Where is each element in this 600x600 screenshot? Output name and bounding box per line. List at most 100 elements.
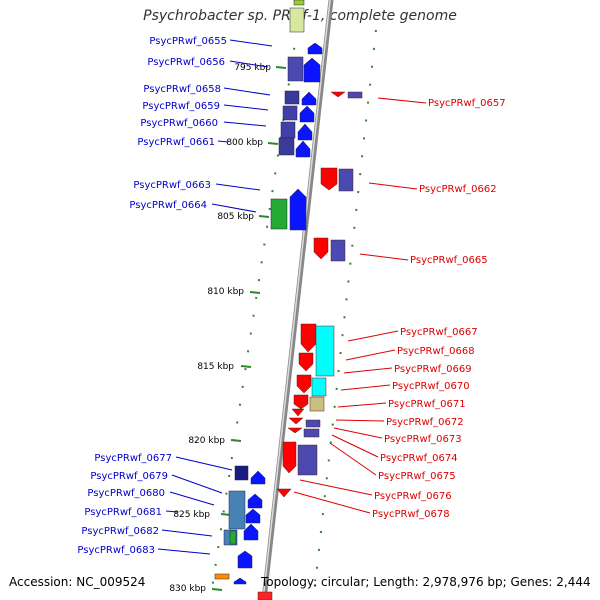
connector	[335, 419, 385, 422]
genome-backbone	[261, 0, 334, 600]
gene-label[interactable]: PsycPRwf_0660	[140, 118, 218, 129]
gene-label[interactable]: PsycPRwf_0656	[147, 57, 225, 68]
gene-label[interactable]: PsycPRwf_0673	[384, 434, 462, 445]
gene-arrow	[233, 577, 247, 585]
gene-label[interactable]: PsycPRwf_0663	[133, 180, 211, 191]
connector	[215, 183, 261, 191]
gene-arrow	[300, 323, 317, 353]
right-gene-labels: PsycPRwf_0657 PsycPRwf_0662 PsycPRwf_066…	[372, 98, 506, 520]
connector	[161, 529, 213, 537]
reverse-genes	[257, 91, 363, 600]
gene-label[interactable]: PsycPRwf_0667	[400, 327, 478, 338]
scale-label: 830 kbp	[169, 584, 206, 594]
gene-arrow	[288, 417, 304, 425]
gene-arrow	[313, 237, 329, 260]
gene-arrow	[299, 105, 315, 123]
gene-label[interactable]: PsycPRwf_0661	[137, 137, 215, 148]
gene-arrow	[245, 508, 261, 524]
gene-feature	[278, 137, 295, 156]
gene-arrow	[297, 123, 313, 141]
gene-label[interactable]: PsycPRwf_0674	[380, 453, 458, 464]
gene-label[interactable]: PsycPRwf_0658	[143, 84, 221, 95]
scale-tick	[267, 142, 279, 145]
gene-label[interactable]: PsycPRwf_0670	[392, 381, 470, 392]
connector	[165, 510, 179, 513]
gene-feature	[330, 239, 346, 262]
gene-feature	[297, 444, 318, 476]
gene-label[interactable]: PsycPRwf_0679	[90, 471, 168, 482]
connector	[171, 474, 223, 494]
gene-label[interactable]: PsycPRwf_0664	[129, 200, 207, 211]
connector	[377, 97, 427, 104]
gene-arrow	[307, 42, 323, 55]
scale-tick	[275, 66, 287, 69]
gene-feature	[309, 396, 325, 412]
gene-feature	[270, 198, 288, 230]
connector	[359, 253, 409, 261]
scale-labels: 795 kbp 800 kbp 805 kbp 810 kbp 815 kbp …	[169, 63, 271, 594]
label-connectors-right	[293, 97, 427, 514]
gene-feature	[289, 7, 305, 33]
gene-label[interactable]: PsycPRwf_0677	[94, 453, 172, 464]
gene-label[interactable]: PsycPRwf_0657	[428, 98, 506, 109]
gene-feature	[338, 168, 354, 192]
gene-feature	[284, 90, 300, 105]
connector	[299, 479, 373, 496]
connector	[345, 349, 396, 361]
scale-tick	[240, 365, 252, 368]
gene-feature	[228, 490, 246, 530]
gene-arrow	[237, 550, 253, 569]
backbone-highlight	[262, 0, 331, 600]
gene-feature	[280, 121, 296, 139]
gene-label[interactable]: PsycPRwf_0681	[84, 507, 162, 518]
gene-feature	[214, 573, 230, 580]
gene-arrow	[289, 188, 307, 231]
gene-feature	[229, 530, 237, 545]
label-connectors-left	[157, 39, 273, 555]
gene-label[interactable]: PsycPRwf_0655	[149, 36, 227, 47]
gene-arrow	[287, 427, 303, 434]
scale-tick	[258, 215, 270, 218]
gene-label[interactable]: PsycPRwf_0669	[394, 364, 472, 375]
connector	[347, 330, 399, 342]
left-gene-labels: PsycPRwf_0655 PsycPRwf_0656 PsycPRwf_065…	[77, 36, 227, 556]
connector	[211, 203, 257, 213]
gene-label[interactable]: PsycPRwf_0668	[397, 346, 475, 357]
gene-label[interactable]: PsycPRwf_0683	[77, 545, 155, 556]
gene-label[interactable]: PsycPRwf_0671	[388, 399, 466, 410]
gene-label[interactable]: PsycPRwf_0662	[419, 184, 497, 195]
connector	[329, 442, 377, 476]
gene-label[interactable]: PsycPRwf_0672	[386, 417, 464, 428]
connector	[157, 548, 211, 555]
gene-label[interactable]: PsycPRwf_0678	[372, 509, 450, 520]
gene-label[interactable]: PsycPRwf_0680	[87, 488, 165, 499]
gene-feature	[305, 419, 321, 428]
gene-arrow	[298, 352, 314, 372]
gene-label[interactable]: PsycPRwf_0659	[142, 101, 220, 112]
gene-arrow	[301, 91, 317, 106]
gene-arrow	[303, 57, 321, 83]
scale-label: 800 kbp	[226, 138, 263, 148]
gene-arrow	[282, 441, 297, 474]
gene-arrow	[250, 470, 266, 485]
scale-tick	[211, 588, 223, 591]
genome-summary: Topology: circular; Length: 2,978,976 bp…	[261, 575, 591, 589]
connector	[169, 491, 215, 506]
gene-label[interactable]: PsycPRwf_0676	[374, 491, 452, 502]
gene-feature	[287, 56, 304, 82]
gene-arrow	[293, 394, 309, 410]
connector	[229, 60, 269, 68]
gene-label[interactable]: PsycPRwf_0665	[410, 255, 488, 266]
gene-arrow	[330, 91, 346, 98]
connector	[223, 104, 269, 111]
connector	[331, 434, 379, 458]
gene-arrow	[243, 523, 259, 541]
gene-arrow	[320, 167, 338, 191]
gene-feature	[315, 325, 335, 377]
gene-label[interactable]: PsycPRwf_0682	[81, 526, 159, 537]
gene-label[interactable]: PsycPRwf_0675	[378, 471, 456, 482]
connector	[343, 367, 393, 374]
gene-feature	[282, 105, 298, 121]
gene-arrow	[296, 374, 312, 394]
